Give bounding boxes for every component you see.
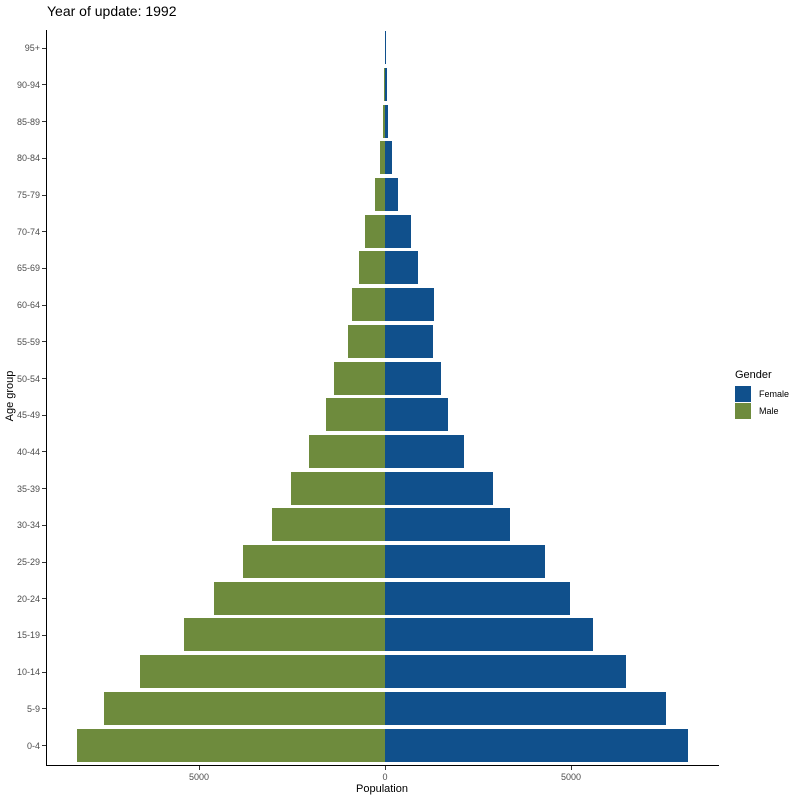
legend-label-female: Female — [759, 388, 790, 399]
y-tick — [42, 414, 46, 416]
y-tick-label: 25-29 — [16, 557, 40, 567]
bar-male-10-14 — [139, 655, 385, 689]
y-tick — [42, 231, 46, 233]
y-tick-label: 70-74 — [16, 226, 40, 237]
bar-male-90-94 — [383, 67, 385, 101]
bar-female-35-39 — [385, 471, 493, 505]
y-tick — [42, 598, 46, 600]
bar-female-85-89 — [385, 104, 388, 138]
y-tick-label: 60-64 — [16, 300, 40, 311]
y-tick — [42, 121, 46, 123]
bar-male-50-54 — [334, 361, 385, 395]
y-tick — [42, 561, 46, 563]
chart-title: Year of update: 1992 — [47, 3, 177, 19]
bar-male-80-84 — [379, 141, 385, 175]
x-axis-title: Population — [356, 783, 408, 795]
y-axis-line — [46, 30, 47, 766]
y-tick-label: 95+ — [24, 43, 40, 54]
x-tick-label: 0 — [382, 772, 388, 782]
y-tick-label: 40-44 — [16, 446, 40, 457]
y-tick-label: 20-24 — [16, 593, 40, 604]
x-tick — [385, 766, 386, 770]
y-tick-label: 10-14 — [16, 667, 40, 678]
y-tick — [42, 304, 46, 306]
y-tick — [42, 267, 46, 269]
legend-swatch-female — [735, 385, 751, 402]
y-tick-label: 0-4 — [26, 740, 40, 751]
bar-female-5-9 — [385, 691, 666, 725]
bar-male-15-19 — [184, 618, 385, 652]
y-tick — [42, 708, 46, 710]
y-tick — [42, 745, 46, 746]
y-tick-label: 65-69 — [16, 263, 40, 274]
bar-female-25-29 — [385, 545, 545, 578]
x-tick-label: 5000 — [188, 772, 210, 782]
bar-female-10-14 — [385, 655, 627, 689]
y-tick — [42, 671, 46, 673]
x-axis-line — [46, 765, 719, 766]
x-tick — [571, 766, 572, 770]
x-tick — [199, 766, 200, 770]
y-tick — [42, 47, 46, 49]
y-tick-label: 45-49 — [16, 410, 40, 421]
y-tick-label: 75-79 — [16, 190, 40, 200]
y-tick — [42, 157, 46, 159]
x-tick-label: 5000 — [560, 772, 582, 782]
bar-female-55-59 — [385, 324, 433, 358]
bar-female-65-69 — [385, 251, 419, 285]
bar-male-0-4 — [76, 728, 385, 762]
bar-female-40-44 — [385, 434, 464, 468]
legend-item-female: Female — [735, 385, 789, 402]
bar-male-85-89 — [382, 104, 385, 138]
bar-female-30-34 — [385, 508, 510, 542]
bar-female-95+ — [385, 31, 386, 65]
legend-item-male: Male — [735, 402, 789, 419]
bar-male-70-74 — [364, 214, 385, 248]
y-tick — [42, 194, 46, 196]
y-tick — [42, 524, 46, 526]
bar-male-45-49 — [325, 398, 385, 432]
bar-male-5-9 — [104, 691, 385, 725]
bar-female-15-19 — [385, 618, 593, 652]
bar-male-65-69 — [358, 251, 385, 285]
y-tick — [42, 451, 46, 453]
bar-male-35-39 — [290, 471, 385, 505]
y-tick-label: 90-94 — [16, 79, 40, 90]
y-tick — [42, 378, 46, 379]
bar-female-60-64 — [385, 288, 435, 322]
bar-female-20-24 — [385, 581, 570, 615]
y-tick-label: 15-19 — [16, 630, 40, 641]
bar-male-55-59 — [347, 324, 385, 358]
legend-label-male: Male — [759, 405, 779, 416]
y-tick-label: 35-39 — [16, 483, 40, 494]
bar-male-25-29 — [242, 545, 385, 578]
y-tick-label: 80-84 — [16, 153, 40, 164]
bar-male-30-34 — [271, 508, 385, 542]
bar-male-20-24 — [213, 581, 385, 615]
legend-swatch-male — [735, 402, 751, 419]
bar-male-40-44 — [309, 434, 385, 468]
y-tick-label: 5-9 — [26, 703, 40, 714]
bar-male-60-64 — [351, 288, 385, 322]
bar-female-90-94 — [385, 67, 388, 101]
y-axis-title: Age group — [4, 370, 16, 422]
y-tick-label: 30-34 — [16, 520, 40, 531]
y-tick-label: 50-54 — [16, 373, 40, 384]
y-tick — [42, 84, 46, 86]
bar-female-70-74 — [385, 214, 412, 248]
y-tick — [42, 341, 46, 343]
bar-male-75-79 — [374, 178, 385, 211]
bar-female-45-49 — [385, 398, 448, 432]
legend: Gender Female Male — [735, 369, 789, 419]
y-tick-label: 55-59 — [16, 336, 40, 347]
bar-female-0-4 — [385, 728, 689, 762]
y-tick — [42, 634, 46, 636]
bar-female-50-54 — [385, 361, 441, 395]
bar-female-80-84 — [385, 141, 393, 175]
bar-female-75-79 — [385, 178, 399, 211]
legend-title: Gender — [735, 369, 772, 381]
y-tick — [42, 488, 46, 490]
y-tick-label: 85-89 — [16, 116, 40, 127]
